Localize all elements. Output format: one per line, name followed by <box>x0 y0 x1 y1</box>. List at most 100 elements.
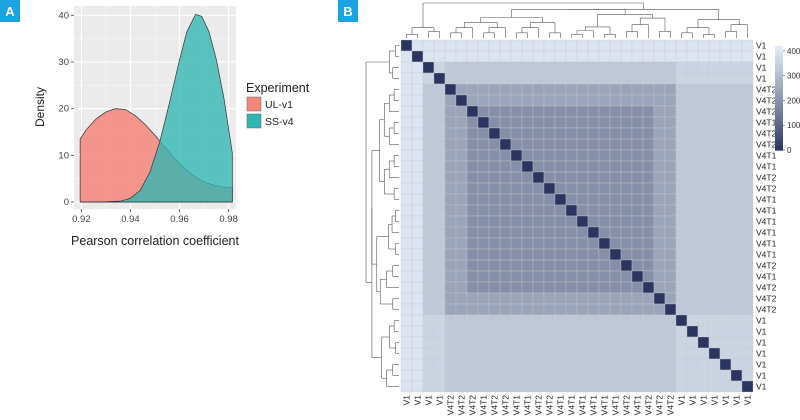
heatmap-cell <box>609 380 622 393</box>
heatmap-cell <box>455 149 468 162</box>
heatmap-cell <box>499 325 512 338</box>
heatmap-cell <box>510 94 523 107</box>
heatmap-cell <box>697 358 710 371</box>
heatmap-cell <box>433 83 446 96</box>
heatmap-cell <box>642 358 655 371</box>
heatmap-cell <box>422 193 435 206</box>
heatmap-cell <box>598 149 611 162</box>
heatmap-cell <box>444 325 457 338</box>
heatmap-cell <box>642 61 655 74</box>
legend-swatch-ss-v4 <box>246 113 262 129</box>
heatmap-cell <box>543 281 556 294</box>
colorbar-tick-label: 0 <box>787 146 792 155</box>
heatmap-cell <box>587 303 600 316</box>
column-label: V1 <box>677 395 687 406</box>
heatmap-cell <box>532 336 545 349</box>
heatmap-cell <box>697 94 710 107</box>
heatmap-cell <box>653 358 666 371</box>
heatmap-cell <box>444 347 457 360</box>
heatmap-cell <box>400 105 413 118</box>
heatmap-cell <box>411 259 424 272</box>
heatmap-cell <box>510 303 523 316</box>
heatmap-cell <box>653 325 666 338</box>
heatmap-cell <box>433 281 446 294</box>
heatmap-cell <box>697 83 710 96</box>
heatmap-cell <box>609 193 622 206</box>
heatmap-cell <box>697 380 710 393</box>
heatmap-cell <box>598 72 611 85</box>
heatmap-cell <box>587 83 600 96</box>
heatmap-cell <box>620 204 633 217</box>
heatmap-cell <box>532 248 545 261</box>
heatmap-cell <box>719 336 732 349</box>
heatmap-cell <box>499 314 512 327</box>
heatmap-cell <box>510 83 523 96</box>
heatmap-cell <box>510 116 523 129</box>
heatmap-cell <box>631 380 644 393</box>
heatmap-cell <box>477 281 490 294</box>
heatmap-cell <box>730 105 743 118</box>
heatmap-cell <box>532 358 545 371</box>
heatmap-cell <box>675 259 688 272</box>
heatmap-cell <box>400 83 413 96</box>
heatmap-cell <box>510 259 523 272</box>
heatmap-cell <box>488 72 501 85</box>
heatmap-cell <box>499 281 512 294</box>
heatmap-cell <box>708 138 721 151</box>
colorbar-step <box>775 82 783 86</box>
heatmap-cell <box>466 116 479 129</box>
heatmap-cell <box>576 204 589 217</box>
heatmap-cell <box>488 116 501 129</box>
heatmap-cell <box>466 259 479 272</box>
heatmap-cell <box>554 259 567 272</box>
heatmap-cell <box>576 193 589 206</box>
heatmap-cell <box>444 160 457 173</box>
heatmap-cell <box>521 171 534 184</box>
heatmap-cell <box>400 138 413 151</box>
heatmap-cell <box>532 160 545 173</box>
row-label: V4T2 <box>756 294 777 304</box>
row-label: V4T1 <box>756 206 777 216</box>
heatmap-cell <box>466 94 479 107</box>
heatmap-cell <box>664 94 677 107</box>
heatmap-cell <box>741 39 754 52</box>
heatmap-cell <box>598 281 611 294</box>
heatmap-cell <box>686 369 699 382</box>
column-label: V4T1 <box>589 395 599 416</box>
heatmap-cell <box>411 237 424 250</box>
heatmap-cell <box>664 347 677 360</box>
colorbar-step <box>775 98 783 102</box>
heatmap-cell <box>631 270 644 283</box>
heatmap-cell <box>620 259 633 272</box>
heatmap-cell <box>620 237 633 250</box>
heatmap-cell <box>422 314 435 327</box>
heatmap-cell <box>730 149 743 162</box>
heatmap-cell <box>686 237 699 250</box>
heatmap-cell <box>565 369 578 382</box>
heatmap-cell <box>631 314 644 327</box>
panel-a-badge <box>0 0 20 22</box>
heatmap-cell <box>719 50 732 63</box>
heatmap-cell <box>598 347 611 360</box>
heatmap-cell <box>697 72 710 85</box>
colorbar-step <box>775 66 783 70</box>
heatmap-cell <box>510 215 523 228</box>
heatmap-cell <box>565 127 578 140</box>
heatmap-cell <box>400 281 413 294</box>
heatmap-cell <box>719 182 732 195</box>
density-areas <box>79 13 233 203</box>
row-label: V4T1 <box>756 162 777 172</box>
heatmap-cell <box>686 61 699 74</box>
heatmap-cell <box>642 281 655 294</box>
heatmap-cell <box>719 248 732 261</box>
row-label: V4T2 <box>756 107 777 117</box>
heatmap-cell <box>664 171 677 184</box>
heatmap-cell <box>477 369 490 382</box>
heatmap-cell <box>653 336 666 349</box>
heatmap-cell <box>510 138 523 151</box>
heatmap-cell <box>664 380 677 393</box>
heatmap-cell <box>631 292 644 305</box>
heatmap-cell <box>455 281 468 294</box>
heatmap-cell <box>532 215 545 228</box>
heatmap-cell <box>543 94 556 107</box>
